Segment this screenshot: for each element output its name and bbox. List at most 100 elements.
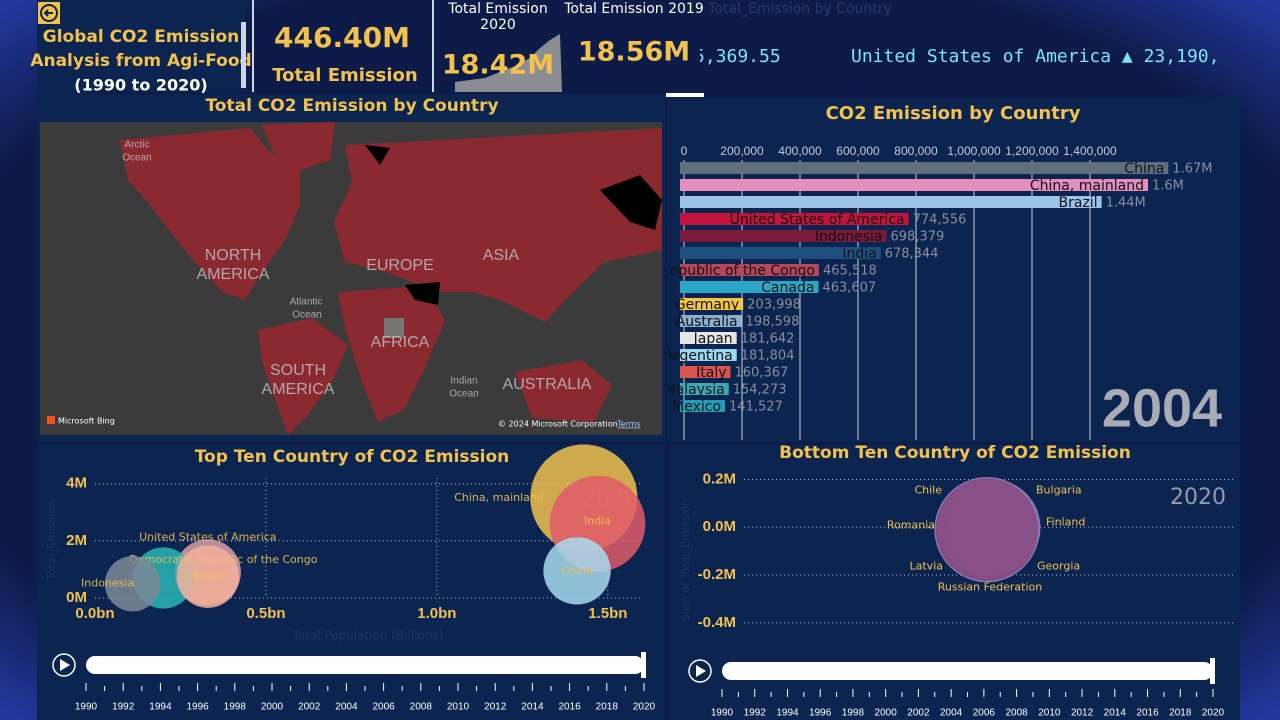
- divider: [432, 0, 434, 92]
- bubble-label: Finland: [1046, 515, 1085, 528]
- bar: [680, 162, 1169, 174]
- map-label: NORTH: [205, 247, 262, 264]
- bar-chart: 0 200,000 400,000 600,000 800,000 1,000,000 1,…: [668, 144, 1222, 440]
- bar-category: United States of America: [730, 212, 905, 228]
- bar-value-label: 198,598: [746, 315, 800, 330]
- bubble-label: Latvia: [910, 559, 944, 572]
- timeline-year: 1992: [744, 708, 767, 719]
- back-icon: [40, 4, 58, 22]
- x-axis-title: Total Population (Billions): [292, 629, 444, 643]
- ticker: 5,369.55 United States of America ▲ 23,1…: [700, 46, 1219, 67]
- year-annotation: 2004: [1102, 378, 1222, 438]
- bar: [680, 213, 909, 225]
- bubble-label: Brazil: [192, 570, 223, 583]
- map-label: ASIA: [483, 247, 520, 264]
- bar-category: Japan: [693, 331, 733, 347]
- x-tick-label: 1,400,000: [1063, 144, 1117, 158]
- x-tick-label: 0.0bn: [75, 605, 114, 622]
- bar: [680, 400, 726, 412]
- bar: [680, 230, 887, 242]
- slider-handle[interactable]: [641, 652, 646, 678]
- bar: [680, 196, 1102, 208]
- bar-value-label: 154,273: [733, 383, 787, 398]
- timeline-year: 2008: [410, 702, 433, 713]
- map-terms[interactable]: Terms: [616, 420, 641, 429]
- timeline-year: 2018: [1169, 708, 1192, 719]
- bar-category: Indonesia: [815, 229, 883, 245]
- y-tick-label: -0.4M: [698, 614, 736, 631]
- play-icon[interactable]: [60, 659, 70, 671]
- land: [120, 128, 300, 300]
- bar: [680, 264, 820, 276]
- map-label: Arctic: [125, 140, 150, 151]
- timeline-year: 2010: [447, 702, 470, 713]
- land-nodata: [405, 282, 440, 305]
- bubble-label: Georgia: [1037, 559, 1080, 572]
- y-tick-label: 2M: [66, 532, 87, 549]
- bar-value-label: 181,642: [741, 332, 795, 347]
- land-nodata: [600, 175, 662, 230]
- bar: [680, 281, 819, 293]
- bar: [680, 315, 742, 327]
- divider: [252, 0, 254, 92]
- bubble: [934, 477, 1040, 583]
- bubble-label: China: [561, 564, 592, 577]
- land: [262, 122, 335, 172]
- y-tick-label: 0M: [66, 589, 87, 606]
- annotation: 2020: [1170, 485, 1226, 510]
- bar-value-label: 1.67M: [1172, 162, 1212, 177]
- bar-category: Mexico: [672, 399, 721, 415]
- y-tick-label: 0.0M: [703, 518, 736, 535]
- timeline-year: 1996: [809, 708, 832, 719]
- bar-value-label: 774,556: [913, 213, 967, 228]
- timeline-year: 1998: [224, 702, 247, 713]
- timeline-year: 1994: [149, 702, 172, 713]
- x-tick-label: 1.0bn: [417, 605, 456, 622]
- bar-value-label: 141,527: [729, 400, 783, 415]
- y-tick-label: 0.2M: [703, 470, 736, 487]
- bar-value-label: 160,367: [735, 366, 789, 381]
- back-arrow: [43, 9, 53, 17]
- x-tick-label: 400,000: [778, 144, 822, 158]
- play-icon[interactable]: [696, 665, 706, 677]
- bubble-label: China, mainland: [454, 491, 544, 504]
- map-label: Indian: [450, 376, 477, 387]
- x-tick-label: 1.5bn: [588, 605, 627, 622]
- y-axis-title: Sum of Total_Emission: [679, 499, 692, 621]
- bar-category: Germany: [675, 297, 739, 313]
- divider: [241, 22, 246, 88]
- bubble: [176, 545, 240, 608]
- kpi-value: 18.56M: [578, 37, 690, 68]
- x-tick-label: 800,000: [894, 144, 938, 158]
- kpi-value: 18.42M: [442, 50, 554, 81]
- bubble-label: Bulgaria: [1036, 483, 1082, 496]
- timeline-year: 2004: [940, 708, 963, 719]
- map-labels: Arctic Ocean NORTH AMERICA EUROPE ASIA Atlanti…: [122, 140, 592, 400]
- timeline-year: 1996: [186, 702, 209, 713]
- slider-track[interactable]: [722, 662, 1213, 680]
- map-label: AFRICA: [371, 334, 430, 351]
- slider-handle[interactable]: [1210, 658, 1215, 684]
- bar-category: India: [842, 246, 876, 262]
- bar-value-label: 678,344: [885, 247, 939, 262]
- timeline-year: 2006: [372, 702, 395, 713]
- bing-logo: [47, 416, 55, 424]
- play-button[interactable]: [688, 659, 712, 683]
- play-button[interactable]: [52, 653, 76, 677]
- map-label: Atlantic: [290, 297, 323, 308]
- timeline-year: 2014: [521, 702, 544, 713]
- y-tick-label: -0.2M: [698, 566, 736, 583]
- x-tick-label: 1,200,000: [1005, 144, 1059, 158]
- title-line: Global CO2 Emission: [43, 27, 240, 47]
- bar-value-label: 1.6M: [1152, 179, 1184, 194]
- bar-category: Canada: [761, 280, 814, 296]
- timeline-year: 2016: [1136, 708, 1159, 719]
- slider-track[interactable]: [86, 656, 644, 674]
- ticker-title: Total_Emission by Country: [707, 1, 892, 17]
- map-label: AUSTRALIA: [503, 376, 592, 393]
- bubble-label: Russian Federation: [938, 580, 1042, 593]
- map-label: SOUTH: [270, 362, 326, 379]
- bar-value-label: 463,607: [822, 281, 876, 296]
- bubble-label: India: [584, 515, 611, 528]
